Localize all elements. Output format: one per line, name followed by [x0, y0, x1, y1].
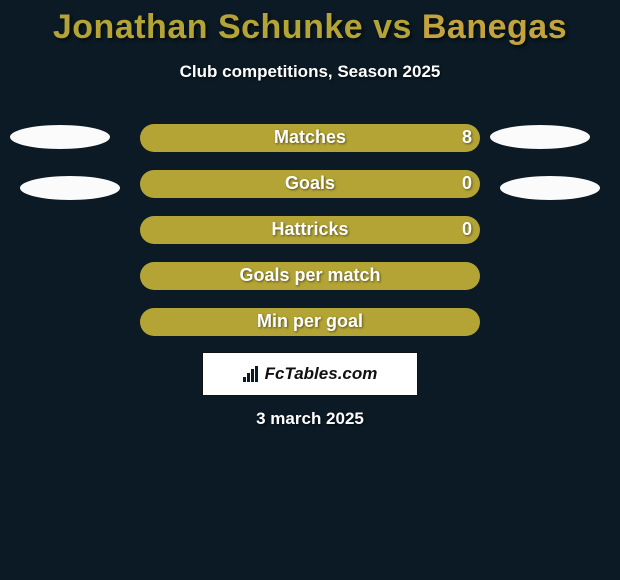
player-right-name: Banegas — [422, 8, 567, 46]
logo-text: FcTables.com — [265, 364, 378, 384]
fctables-logo: FcTables.com — [202, 352, 418, 396]
stat-row: Goals per match — [0, 262, 620, 290]
vs-separator: vs — [373, 8, 422, 46]
stat-row: Matches8 — [0, 124, 620, 152]
stat-label: Goals — [0, 173, 620, 194]
stat-row: Goals0 — [0, 170, 620, 198]
stat-row: Min per goal — [0, 308, 620, 336]
player-left-name: Jonathan Schunke — [53, 8, 373, 46]
comparison-title: Jonathan Schunke vs Banegas — [0, 8, 620, 47]
stat-value-right: 8 — [462, 127, 472, 148]
comparison-date: 3 march 2025 — [0, 409, 620, 429]
stat-label: Matches — [0, 127, 620, 148]
stat-value-right: 0 — [462, 173, 472, 194]
logo-bars-icon — [243, 366, 261, 382]
stat-value-right: 0 — [462, 219, 472, 240]
stat-label: Goals per match — [0, 265, 620, 286]
stat-label: Hattricks — [0, 219, 620, 240]
stat-label: Min per goal — [0, 311, 620, 332]
season-subtitle: Club competitions, Season 2025 — [0, 62, 620, 82]
stat-row: Hattricks0 — [0, 216, 620, 244]
